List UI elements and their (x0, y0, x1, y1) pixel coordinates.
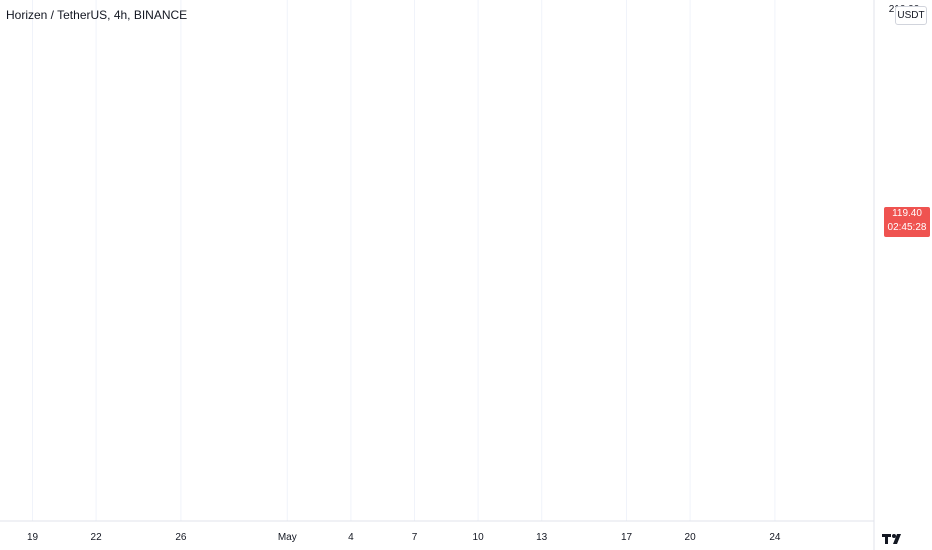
currency-button[interactable]: USDT (895, 6, 927, 25)
chart-title: Horizen / TetherUS, 4h, BINANCE (6, 8, 188, 22)
x-tick-label: 26 (175, 532, 187, 543)
x-tick-label: 10 (473, 532, 485, 543)
time-axis: 19 22 26 May 4 7 10 13 17 20 24 (27, 532, 781, 543)
x-tick-label: 4 (348, 532, 354, 543)
x-tick-label: 20 (685, 532, 697, 543)
last-price-countdown: 02:45:28 (887, 222, 927, 233)
x-tick-label: May (278, 532, 297, 543)
last-price-value: 119.40 (892, 208, 922, 219)
tradingview-logo-icon[interactable] (880, 532, 916, 546)
last-price-tag: 119.40 02:45:28 (884, 207, 930, 237)
x-tick-label: 19 (27, 532, 39, 543)
x-tick-label: 22 (91, 532, 103, 543)
x-tick-label: 17 (621, 532, 633, 543)
x-tick-label: 24 (769, 532, 781, 543)
chart-grid (32, 0, 776, 521)
x-tick-label: 13 (536, 532, 548, 543)
x-tick-label: 7 (412, 532, 418, 543)
